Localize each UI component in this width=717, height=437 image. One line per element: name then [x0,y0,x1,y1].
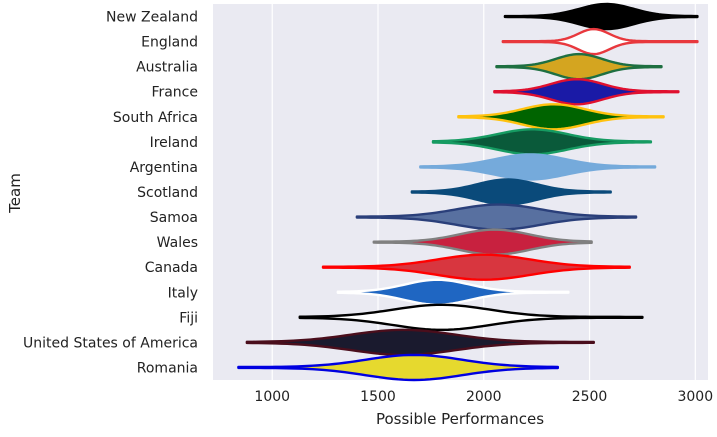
violin-scotland [410,178,612,206]
y-tick-label: United States of America [23,335,198,351]
violin-romania [237,353,560,382]
x-tick-label: 2500 [572,389,608,405]
violin-south-africa [457,103,665,131]
violin-canada [321,253,631,281]
violin-argentina [419,153,657,181]
y-tick-label: Canada [145,260,198,276]
y-tick-label: Romania [137,360,198,376]
y-tick-label: England [141,35,198,51]
violin-england [501,27,699,56]
violins [237,2,699,382]
violin-italy [336,278,570,306]
x-tick-label: 1500 [360,389,396,405]
y-tick-label: Samoa [150,210,198,226]
y-tick-label: Ireland [150,135,198,151]
y-axis-label: Team [6,173,24,214]
y-tick-label: Fiji [179,310,198,326]
violin-france [493,78,680,106]
violin-new-zealand [503,2,699,31]
violin-fiji [298,303,644,332]
y-tick-label: Argentina [130,160,198,176]
y-tick-label: New Zealand [106,10,198,26]
x-tick-label: 2000 [466,389,502,405]
violin-samoa [355,203,638,231]
violin-australia [495,52,663,81]
y-tick-label: France [151,85,198,101]
x-tick-label: 1000 [254,389,290,405]
x-tick-labels: 1000 1500 2000 2500 3000 [254,389,713,405]
x-tick-label: 3000 [677,389,713,405]
y-tick-labels: New Zealand England Australia France South A… [23,10,198,377]
y-tick-label: Australia [136,60,198,76]
y-tick-label: Italy [168,285,198,301]
y-tick-label: Wales [157,235,198,251]
violin-ireland [431,128,653,156]
y-tick-label: Scotland [137,185,198,201]
y-tick-label: South Africa [113,110,198,126]
x-axis-label: Possible Performances [376,410,544,428]
violin-united-states-of-america [245,328,595,357]
violin-wales [372,228,593,256]
